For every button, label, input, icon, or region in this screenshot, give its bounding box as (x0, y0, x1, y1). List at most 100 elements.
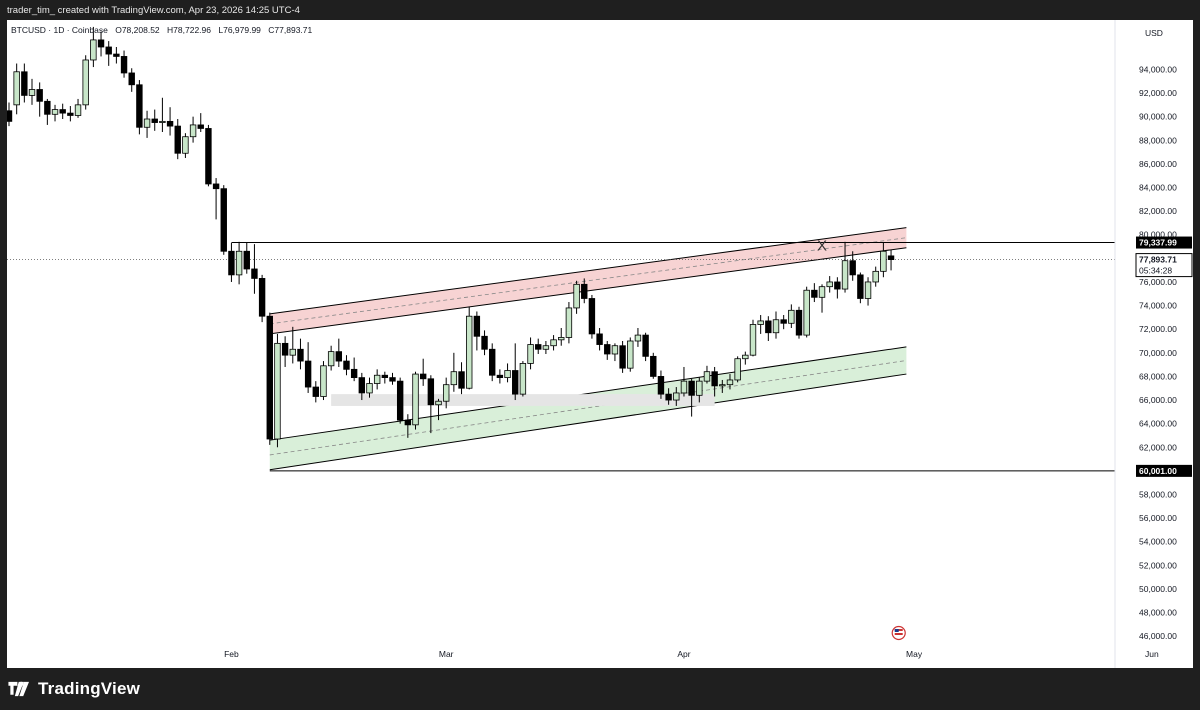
chart-panel[interactable]: USD 46,000.00 48,000.00 50,000.00 52,000.00 5… (7, 20, 1193, 668)
price-axis[interactable]: USD 46,000.00 48,000.00 50,000.00 52,000.00 5… (1114, 20, 1193, 668)
candle-up (143, 118, 151, 128)
candle-up (826, 281, 833, 288)
support-band (269, 346, 907, 470)
candle-down (166, 120, 174, 127)
candle-up (504, 370, 511, 379)
candle-down (887, 255, 895, 261)
candle-up (634, 334, 642, 342)
ohlc-low: L76,979.99 (218, 25, 261, 35)
candle-up (442, 384, 450, 402)
candle-up (159, 120, 166, 123)
candle-down (604, 344, 611, 355)
candle-down (304, 360, 312, 388)
countdown-label: 05:34:28 (1139, 266, 1172, 276)
candle-down (427, 378, 435, 406)
price-tick-label: 74,000.00 (1139, 301, 1177, 311)
candle-up (28, 89, 36, 96)
support-band-top-line (269, 346, 907, 441)
candle-down (419, 373, 427, 380)
price-chart[interactable]: USD 46,000.00 48,000.00 50,000.00 52,000.00 5… (7, 20, 1193, 668)
price-tick-label: 52,000.00 (1139, 560, 1177, 570)
price-tick-label: 88,000.00 (1139, 135, 1177, 145)
candle-down (312, 386, 319, 397)
time-tick-label: Mar (439, 649, 454, 659)
candle-down (297, 348, 304, 362)
candle-down (619, 345, 626, 369)
candle-up (366, 383, 373, 394)
price-tick-label: 58,000.00 (1139, 490, 1177, 500)
candle-down (120, 56, 128, 74)
support-band-mid-line (269, 360, 907, 456)
currency-label: USD (1145, 28, 1163, 38)
candle-down (588, 298, 596, 335)
candle-up (803, 289, 810, 336)
candle-down (174, 125, 181, 154)
consolidation-zone (331, 394, 715, 406)
candle-up (327, 351, 335, 367)
candle-down (343, 360, 350, 370)
candle-up (864, 281, 872, 299)
candle-down (21, 71, 28, 96)
candle-up (734, 358, 741, 381)
level-tag-label: 79,337.99 (1139, 238, 1177, 248)
candle-down (396, 380, 404, 421)
tradingview-brand[interactable]: TradingView (8, 678, 140, 700)
time-axis[interactable]: Feb Mar Apr May Jun (224, 649, 1159, 659)
candle-down (350, 368, 358, 379)
candle-up (565, 307, 573, 338)
channel-layer (269, 227, 907, 471)
candle-up (90, 39, 97, 61)
candle-down (389, 377, 396, 382)
levels-layer (7, 242, 1115, 472)
candles-layer (7, 26, 895, 448)
price-tick-label: 64,000.00 (1139, 419, 1177, 429)
current-price-label: 77,893.71 (1139, 255, 1177, 265)
price-tick-label: 94,000.00 (1139, 64, 1177, 74)
candle-down (197, 124, 204, 129)
candle-down (481, 335, 488, 350)
candle-up (696, 380, 703, 396)
price-tick-label: 48,000.00 (1139, 608, 1177, 618)
price-tick-label: 84,000.00 (1139, 183, 1177, 193)
candle-down (834, 281, 841, 290)
candle-down (97, 39, 105, 48)
candle-up (435, 400, 442, 406)
candle-down (281, 342, 289, 356)
symbol-info-line: BTCUSD · 1D · Coinbase O78,208.52 H78,72… (11, 25, 317, 35)
candle-up (465, 315, 473, 389)
symbol-ticker[interactable]: BTCUSD · 1D · Coinbase (11, 25, 108, 35)
candle-down (811, 289, 818, 298)
candle-down (128, 72, 135, 86)
candle-down (113, 53, 120, 57)
candle-up (726, 379, 734, 386)
price-tick-label: 90,000.00 (1139, 112, 1177, 122)
candle-down (496, 374, 504, 379)
candle-down (473, 315, 481, 337)
time-tick-label: Feb (224, 649, 239, 659)
candle-down (512, 370, 519, 395)
candle-up (74, 104, 82, 116)
candle-up (719, 384, 726, 387)
candle-up (611, 345, 619, 355)
price-tick-label: 76,000.00 (1139, 277, 1177, 287)
candle-down (657, 376, 665, 395)
price-tick-label: 70,000.00 (1139, 348, 1177, 358)
candle-up (757, 320, 764, 325)
candle-down (489, 348, 496, 376)
candle-up (749, 324, 757, 356)
candle-up (373, 374, 381, 384)
candle-down (44, 100, 51, 115)
resistance-band-mid-line (269, 237, 907, 325)
candle-up (82, 59, 89, 106)
us-flag-icon-canton (894, 629, 899, 632)
price-tick-label: 82,000.00 (1139, 206, 1177, 216)
price-tick-label: 92,000.00 (1139, 88, 1177, 98)
candle-up (542, 345, 550, 350)
candle-up (680, 380, 688, 394)
candle-down (220, 188, 227, 252)
candle-up (872, 270, 879, 283)
overlay-layer: X (817, 237, 906, 641)
candle-down (381, 374, 389, 379)
candle-up (235, 250, 243, 276)
candle-down (266, 315, 273, 440)
